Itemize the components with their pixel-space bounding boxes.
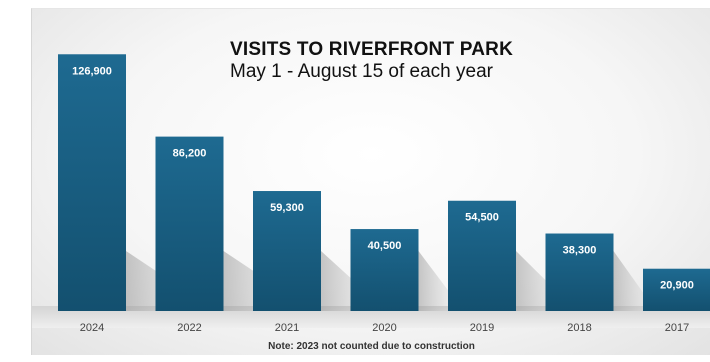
chart-title: VISITS TO RIVERFRONT PARK (230, 39, 513, 60)
value-label-2022: 86,200 (173, 148, 207, 160)
chart-area: 126,900 86,200 59,300 40,500 54,500 38,300 20,… (31, 8, 710, 355)
x-tick-label-2024: 2024 (80, 322, 104, 334)
bar-2021 (253, 191, 321, 311)
value-label-2017: 20,900 (660, 280, 694, 292)
x-tick-label-2020: 2020 (372, 322, 396, 334)
value-label-2020: 40,500 (368, 240, 402, 252)
x-tick-label-2019: 2019 (470, 322, 494, 334)
bar-chart: 126,900 86,200 59,300 40,500 54,500 38,300 20,… (58, 54, 710, 334)
x-tick-label-2021: 2021 (275, 322, 299, 334)
bars-group (58, 54, 710, 311)
value-label-2018: 38,300 (563, 245, 597, 257)
bar-2019 (448, 200, 516, 311)
chart-subtitle: May 1 - August 15 of each year (230, 61, 493, 82)
x-tick-label-2017: 2017 (665, 322, 689, 334)
bar-2020 (350, 229, 419, 311)
x-tick-label-2018: 2018 (567, 322, 591, 334)
x-tick-label-2022: 2022 (177, 322, 201, 334)
value-labels-group: 126,900 86,200 59,300 40,500 54,500 38,300 20,… (72, 65, 694, 291)
value-label-2021: 59,300 (270, 202, 304, 214)
bar-2024 (58, 54, 126, 311)
x-tick-labels-group: 2024 2022 2021 2020 2019 2018 2017 (80, 322, 689, 334)
title-block: VISITS TO RIVERFRONT PARK May 1 - August… (230, 39, 590, 83)
bar-2017 (643, 268, 710, 311)
value-label-2019: 54,500 (465, 212, 499, 224)
chart-note: Note: 2023 not counted due to constructi… (268, 341, 475, 352)
bar-2018 (545, 233, 614, 311)
bar-shadow-2020 (418, 251, 464, 311)
chart-floor (32, 306, 710, 328)
bar-2022 (155, 136, 224, 311)
value-label-2024: 126,900 (72, 65, 112, 77)
